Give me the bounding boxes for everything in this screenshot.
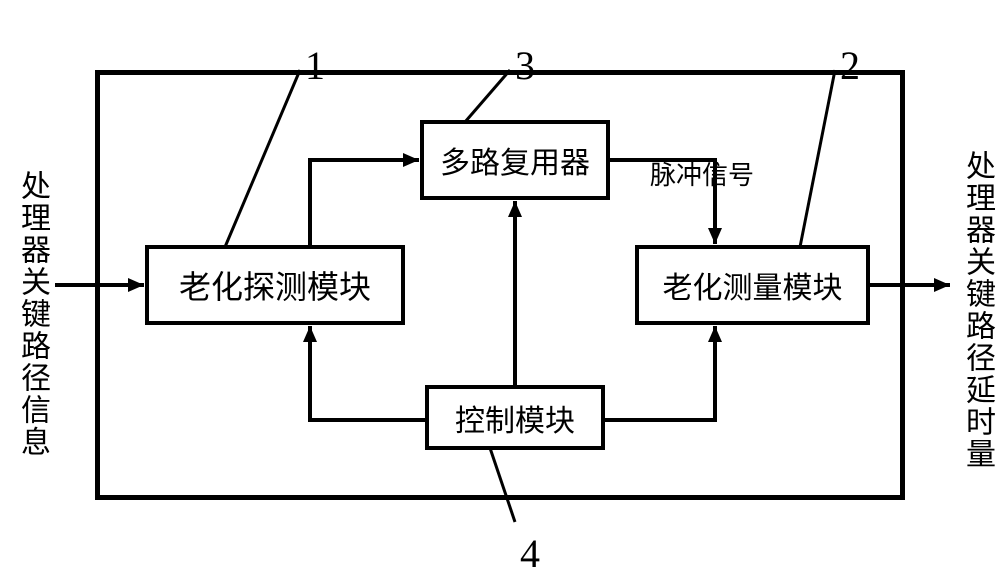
- box-control: 控制模块: [425, 385, 605, 450]
- diagram-stage: 老化探测模块多路复用器老化测量模块控制模块1324处理器关键路径信息处理器关键路…: [0, 0, 1000, 568]
- side-label-right: 处理器关键路径延时量: [955, 150, 999, 470]
- box-mux: 多路复用器: [420, 120, 610, 200]
- box-control-label: 控制模块: [455, 396, 575, 440]
- callout-c2: 2: [840, 42, 860, 89]
- box-measure: 老化测量模块: [635, 245, 870, 325]
- box-detect: 老化探测模块: [145, 245, 405, 325]
- callout-c3: 3: [515, 42, 535, 89]
- box-detect-label: 老化探测模块: [179, 262, 371, 308]
- callout-c4: 4: [520, 530, 540, 577]
- callout-c1: 1: [305, 42, 325, 89]
- edge-label-pulse: 脉冲信号: [650, 155, 754, 192]
- side-label-left: 处理器关键路径信息: [10, 170, 54, 458]
- box-measure-label: 老化测量模块: [663, 263, 843, 307]
- box-mux-label: 多路复用器: [440, 138, 590, 182]
